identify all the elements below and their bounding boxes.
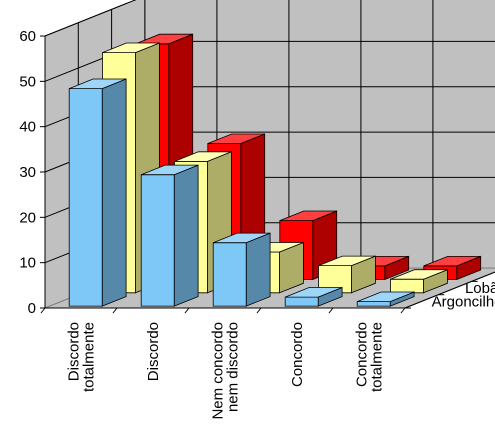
x-tick-mark — [184, 307, 190, 314]
bar-top — [207, 133, 265, 144]
bars — [68, 33, 482, 307]
bar-top — [279, 210, 337, 222]
gridline-horizontal — [44, 0, 137, 37]
y-tick-label: 20 — [19, 209, 36, 226]
y-tick-label: 40 — [19, 119, 36, 136]
bar-front — [68, 88, 103, 307]
x-tick-label: nem discordo — [225, 322, 242, 412]
x-tick-label: Concordo — [354, 322, 371, 387]
bar-front — [140, 174, 175, 307]
bar-front — [356, 301, 391, 307]
bar-argoncilhe-3 — [284, 286, 343, 307]
x-tick-label: Nem concordo — [210, 322, 227, 420]
y-tick-label: 10 — [19, 255, 36, 272]
bar-side — [173, 164, 199, 307]
bar-top — [390, 269, 448, 280]
bar-argoncilhe-4 — [356, 291, 415, 307]
z-axis-line — [404, 271, 495, 309]
x-tick-mark — [256, 307, 262, 314]
series-label: Lobão — [465, 280, 495, 297]
series-label: Argoncilhe — [432, 293, 495, 310]
bar-side — [245, 232, 271, 307]
x-tick-mark — [328, 307, 334, 314]
bar-top — [69, 78, 127, 89]
bar-lobão-3 — [318, 255, 376, 294]
bar-argoncilhe-1 — [140, 164, 199, 307]
axes — [40, 35, 495, 314]
bar-top — [357, 291, 415, 303]
bar-argoncilhe-0 — [68, 78, 127, 307]
bar-top — [318, 255, 376, 267]
bar-side — [101, 78, 127, 307]
y-tick-label: 50 — [19, 73, 36, 90]
bar-argoncilhe-2 — [212, 232, 271, 307]
bar-lobão-4 — [390, 269, 448, 294]
y-tick-label: 60 — [19, 28, 36, 45]
x-tick-label: Discordo — [145, 322, 162, 381]
x-tick-label: Concordo — [289, 322, 306, 387]
series-labels: ArgoncilheLobãoLourosa — [432, 280, 495, 310]
bar-top — [213, 232, 271, 244]
x-tick-mark — [40, 307, 46, 314]
x-tick-label: Discordo — [66, 322, 83, 381]
x-tick-mark — [400, 307, 406, 314]
bar-top — [423, 255, 481, 267]
x-tick-mark — [112, 307, 118, 314]
y-tick-labels: 0 10 20 30 40 50 60 — [19, 28, 36, 317]
y-tick-label: 0 — [28, 300, 36, 317]
bar-front — [390, 278, 424, 294]
bar-top — [174, 151, 232, 162]
bar-top — [102, 42, 160, 53]
bar-top — [285, 287, 343, 298]
bar-front — [212, 242, 247, 307]
bar-top — [141, 164, 199, 176]
x-tick-label: totalmente — [81, 322, 98, 392]
y-tick-label: 30 — [19, 164, 36, 181]
bar-front — [284, 296, 319, 307]
x-tick-label: totalmente — [369, 322, 386, 392]
